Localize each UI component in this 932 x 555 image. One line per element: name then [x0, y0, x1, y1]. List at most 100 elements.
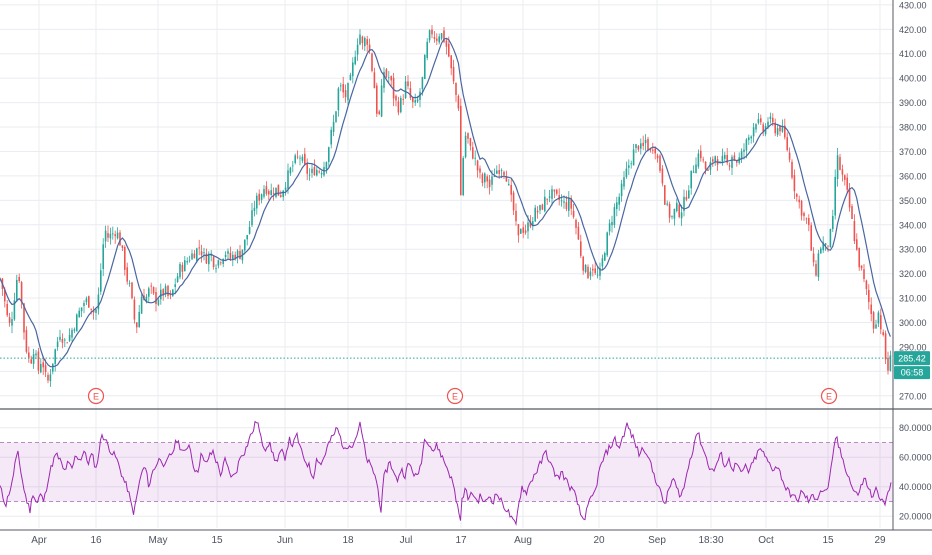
candle-body — [666, 203, 668, 205]
candle-body — [347, 83, 349, 101]
candle-body — [368, 44, 371, 52]
candle-body — [580, 241, 582, 256]
candle-body — [328, 147, 330, 163]
candle-body — [565, 202, 568, 209]
candle-body — [577, 226, 580, 240]
candle-body — [133, 299, 136, 320]
time-tick-label: Oct — [758, 535, 774, 546]
candle-body — [616, 202, 618, 209]
candle-body — [114, 234, 116, 237]
candle-body — [779, 125, 781, 132]
candle-body — [102, 244, 104, 269]
candle-body — [35, 353, 37, 356]
candle-body — [131, 282, 133, 299]
candle-body — [587, 266, 589, 279]
candle-body — [476, 160, 479, 171]
candle-body — [592, 268, 594, 271]
candle-body — [140, 296, 143, 314]
candle-body — [844, 175, 846, 180]
earnings-marker[interactable]: E — [87, 387, 105, 405]
candle-body — [208, 253, 210, 265]
candle-body — [373, 72, 376, 89]
candle-body — [150, 285, 152, 287]
candle-body — [443, 30, 445, 42]
candle-body — [479, 168, 481, 173]
candle-body — [472, 147, 474, 159]
candle-body — [688, 190, 690, 199]
candle-body — [354, 56, 356, 65]
earnings-marker-circle — [446, 387, 464, 405]
candle-body — [858, 247, 860, 268]
candle-body — [829, 229, 832, 248]
candle-body — [736, 161, 738, 163]
candle-body — [884, 333, 887, 360]
earnings-marker[interactable]: E — [820, 387, 838, 405]
candle-body — [340, 85, 342, 87]
candle-body — [560, 200, 563, 202]
candle-body — [356, 44, 359, 55]
candle-body — [83, 303, 85, 306]
candle-body — [781, 127, 784, 132]
candle-body — [548, 196, 551, 198]
candle-body — [515, 210, 517, 222]
candle-body — [505, 176, 508, 182]
candle-body — [52, 363, 54, 372]
candle-body — [726, 154, 728, 163]
candle-body — [594, 268, 596, 274]
candle-body — [268, 191, 270, 195]
candle-body — [824, 243, 827, 246]
candle-body — [618, 196, 620, 205]
candle-body — [126, 267, 128, 282]
candle-body — [244, 239, 246, 251]
candle-body — [64, 339, 66, 341]
candle-body — [853, 221, 856, 242]
candle-body — [714, 156, 716, 163]
candle-body — [575, 219, 577, 228]
time-tick-label: May — [149, 535, 168, 546]
candle-body — [846, 177, 848, 190]
candle-body — [88, 296, 90, 308]
candle-body — [882, 332, 884, 335]
candle-body — [30, 359, 32, 364]
candle-body — [815, 263, 817, 276]
candle-body — [728, 165, 731, 167]
candle-body — [697, 153, 700, 167]
candle-body — [743, 149, 745, 152]
candle-body — [85, 298, 88, 303]
price-tick-label: 430.00 — [899, 0, 927, 10]
candle-body — [757, 119, 760, 123]
candle-body — [654, 148, 656, 154]
time-tick-label: 15 — [211, 535, 223, 546]
earnings-marker[interactable]: E — [446, 387, 464, 405]
candle-body — [604, 253, 606, 261]
candle-body — [210, 255, 212, 257]
candle-body — [529, 220, 532, 227]
candle-body — [875, 324, 877, 329]
countdown-badge — [894, 366, 930, 380]
candle-body — [198, 247, 200, 249]
candle-body — [284, 187, 287, 191]
candle-body — [390, 76, 392, 81]
candle-body — [834, 176, 836, 216]
candle-body — [299, 157, 301, 159]
candle-body — [186, 261, 188, 263]
candle-body — [157, 299, 160, 305]
candle-body — [44, 365, 47, 373]
candle-body — [695, 164, 697, 174]
candle-body — [889, 355, 892, 371]
candle-body — [128, 282, 131, 284]
candle-body — [395, 95, 397, 101]
candle-body — [380, 85, 383, 117]
candle-body — [512, 192, 515, 211]
candle-body — [640, 143, 642, 149]
candle-body — [224, 254, 227, 258]
candle-body — [66, 342, 68, 344]
candle-body — [232, 254, 234, 260]
candle-body — [798, 199, 800, 203]
time-tick-label: Jun — [277, 535, 293, 546]
earnings-marker-label: E — [826, 392, 832, 402]
candle-body — [445, 40, 448, 47]
